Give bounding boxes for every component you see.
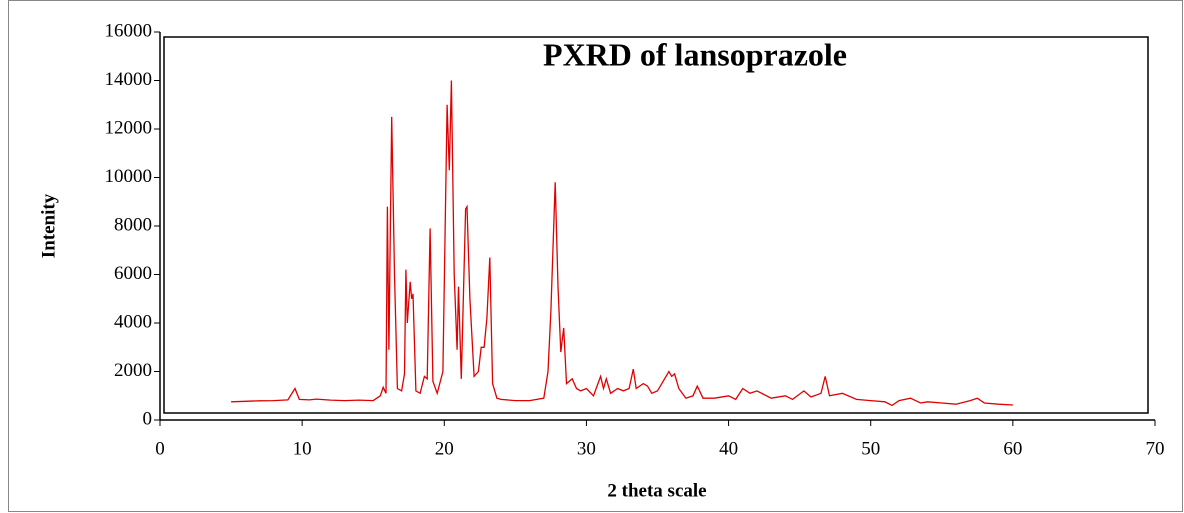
plot-frame	[163, 36, 1149, 414]
data-line	[231, 80, 1013, 407]
x-tick-label: 70	[1146, 438, 1165, 459]
y-tick-label: 16000	[105, 20, 153, 41]
x-tick-label: 20	[435, 438, 454, 459]
y-axis-label: Intenity	[38, 193, 59, 258]
x-tick-label: 40	[719, 438, 738, 459]
chart-frame	[8, 0, 1183, 512]
y-tick-label: 8000	[114, 214, 152, 235]
y-tick-label: 6000	[114, 263, 152, 284]
y-tick-label: 10000	[105, 166, 153, 187]
y-tick-label: 0	[143, 408, 153, 429]
x-axis-label: 2 theta scale	[607, 480, 706, 501]
x-tick-label: 30	[577, 438, 596, 459]
y-tick-label: 14000	[105, 69, 153, 90]
x-tick-label: 0	[155, 438, 165, 459]
y-tick-label: 4000	[114, 311, 152, 332]
x-tick-label: 50	[861, 438, 880, 459]
y-tick-label: 2000	[114, 360, 152, 381]
x-tick-label: 60	[1003, 438, 1022, 459]
chart-title: PXRD of lansoprazole	[543, 36, 847, 72]
x-tick-label: 10	[293, 438, 312, 459]
y-tick-label: 12000	[105, 117, 153, 138]
